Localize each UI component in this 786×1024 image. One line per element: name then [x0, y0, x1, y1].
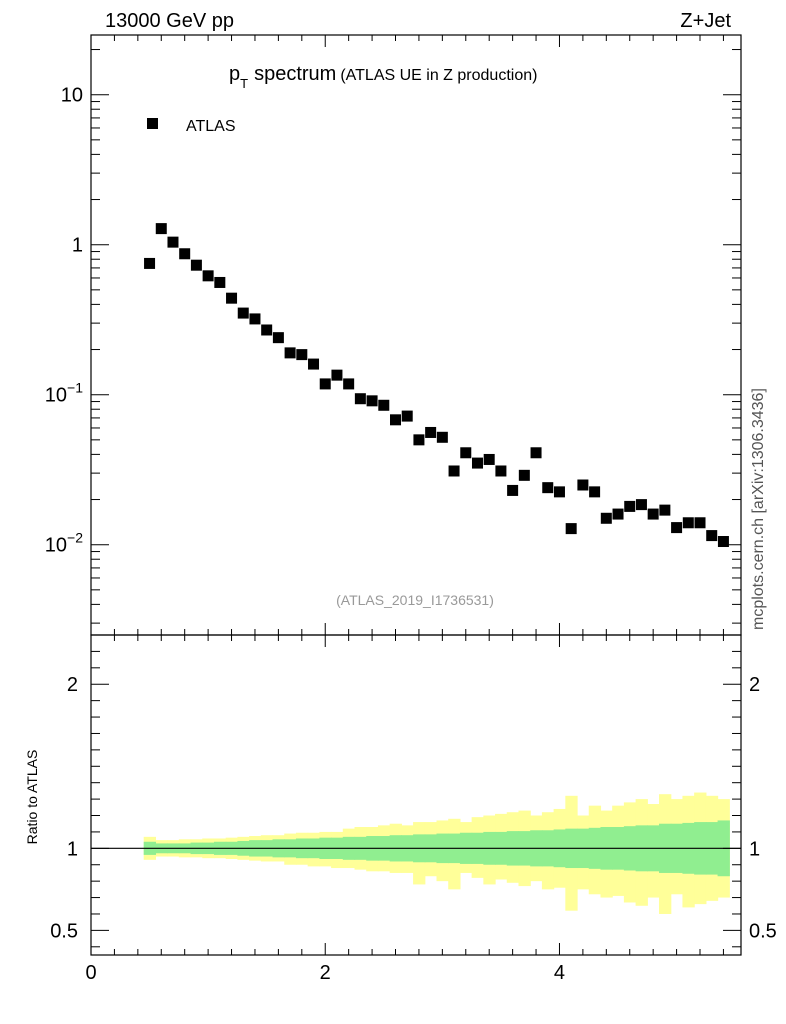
ratio-y-tick-label-right: 2	[749, 674, 760, 696]
data-point-atlas	[308, 358, 320, 370]
data-point-atlas	[343, 378, 355, 390]
data-point-atlas	[495, 465, 507, 477]
analysis-label: (ATLAS_2019_I1736531)	[336, 592, 494, 608]
data-point-atlas	[354, 393, 366, 405]
title-word: spectrum	[254, 63, 336, 85]
data-point-atlas	[507, 484, 519, 496]
data-point-atlas	[202, 270, 214, 282]
legend-marker-atlas	[147, 118, 158, 129]
ratio-y-tick-label-left: 1	[67, 838, 78, 860]
data-point-atlas	[179, 248, 191, 260]
process-label: Z+Jet	[680, 10, 731, 32]
data-point-atlas	[518, 469, 530, 481]
data-point-atlas	[425, 426, 437, 438]
ratio-plot-frame	[90, 634, 742, 956]
data-point-atlas	[366, 395, 378, 407]
title-subscript: T	[240, 76, 248, 91]
data-point-atlas	[600, 512, 612, 524]
x-tick-label: 4	[554, 962, 565, 984]
data-point-atlas	[635, 499, 647, 511]
ratio-y-tick-label-left: 2	[67, 674, 78, 696]
x-tick-label: 2	[320, 962, 331, 984]
data-point-atlas	[167, 236, 179, 248]
data-point-atlas	[530, 447, 542, 459]
data-point-atlas	[483, 453, 495, 465]
data-point-atlas	[319, 378, 331, 390]
data-point-atlas	[436, 431, 448, 443]
ratio-plot-axes: 0 2 4 0.5 0.5 1 1 2 2	[50, 634, 777, 984]
mcplots-side-label: mcplots.cern.ch [arXiv:1306.3436]	[750, 388, 767, 630]
data-point-atlas	[448, 465, 460, 477]
ratio-plot-bands	[91, 792, 741, 914]
data-point-atlas	[671, 522, 683, 534]
data-point-atlas	[694, 517, 706, 529]
data-point-atlas	[612, 508, 624, 520]
data-point-atlas	[190, 259, 202, 271]
ratio-ylabel: Ratio to ATLAS	[24, 750, 40, 845]
energy-label: 13000 GeV pp	[105, 10, 234, 32]
top-y-tick-label: 1	[72, 235, 83, 257]
data-point-atlas	[624, 500, 636, 512]
data-point-atlas	[542, 482, 554, 494]
data-point-atlas	[261, 324, 273, 336]
data-point-atlas	[647, 508, 659, 520]
data-point-atlas	[589, 486, 601, 498]
data-point-atlas	[237, 307, 249, 319]
ratio-y-tick-label-right: 0.5	[749, 920, 777, 942]
top-y-tick-label: 10	[61, 85, 83, 107]
data-point-atlas	[214, 276, 226, 288]
data-point-atlas	[296, 349, 308, 361]
data-point-atlas	[565, 523, 577, 535]
ratio-y-tick-label-left: 0.5	[50, 920, 78, 942]
data-point-atlas	[331, 369, 343, 381]
data-point-atlas	[390, 414, 402, 426]
data-point-atlas	[413, 434, 425, 446]
top-y-tick-label: 10−1	[45, 380, 83, 407]
data-point-atlas	[249, 313, 261, 325]
ratio-y-tick-label-right: 1	[749, 838, 760, 860]
top-plot-marks	[144, 223, 729, 548]
data-point-atlas	[226, 292, 238, 304]
plot-title: pT spectrum (ATLAS UE in Z production)	[229, 63, 537, 91]
data-point-atlas	[553, 486, 565, 498]
title-p: p	[229, 63, 240, 85]
x-tick-label: 0	[85, 962, 96, 984]
data-point-atlas	[378, 399, 390, 411]
data-point-atlas	[682, 517, 694, 529]
top-y-tick-label: 10−2	[45, 530, 83, 557]
data-point-atlas	[717, 536, 729, 548]
data-point-atlas	[659, 504, 671, 516]
data-point-atlas	[460, 447, 472, 459]
data-point-atlas	[284, 347, 296, 359]
data-point-atlas	[155, 223, 167, 235]
title-paren: (ATLAS UE in Z production)	[340, 67, 537, 84]
data-point-atlas	[401, 410, 413, 422]
data-point-atlas	[577, 479, 589, 491]
data-point-atlas	[272, 332, 284, 344]
data-point-atlas	[144, 257, 156, 269]
data-point-atlas	[471, 457, 483, 469]
legend-label-atlas: ATLAS	[186, 118, 236, 135]
data-point-atlas	[706, 530, 718, 542]
